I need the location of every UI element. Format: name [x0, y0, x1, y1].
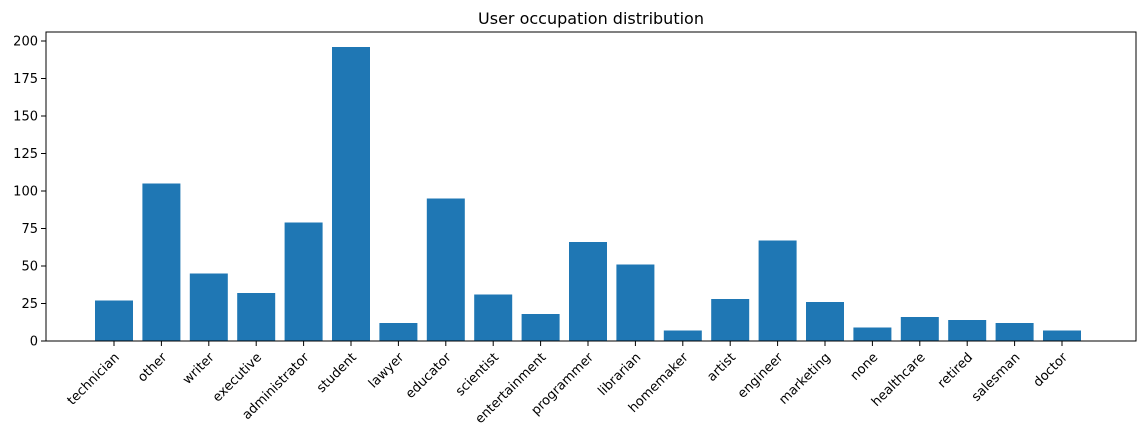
bar-programmer [569, 242, 607, 341]
x-tick-label: none [848, 350, 882, 384]
bar-doctor [1043, 330, 1081, 341]
bar-retired [948, 320, 987, 341]
y-tick-label: 175 [13, 72, 38, 87]
bar-educator [426, 198, 465, 341]
chart-title: User occupation distribution [478, 9, 704, 28]
bar-artist [711, 299, 750, 341]
x-tick-label: educator [403, 350, 455, 402]
bar-technician [95, 300, 133, 341]
bar-scientist [474, 294, 513, 341]
bar-homemaker [663, 330, 702, 341]
y-tick-label: 150 [13, 110, 38, 125]
bar-engineer [758, 240, 797, 341]
bar-marketing [806, 302, 844, 341]
x-tick-label: salesman [969, 350, 1023, 404]
x-tick-label: artist [704, 350, 739, 385]
bar-librarian [616, 264, 655, 341]
y-tick-label: 100 [13, 185, 38, 200]
bar-executive [237, 293, 276, 341]
bar-entertainment [521, 314, 560, 341]
x-tick-label: scientist [453, 350, 502, 399]
bar-other [142, 183, 181, 341]
y-axis: 0 25 50 75 100 125 150 175 200 [13, 35, 46, 350]
y-tick-label: 25 [21, 297, 38, 312]
x-tick-label: marketing [776, 350, 833, 407]
bar-healthcare [900, 317, 939, 341]
bar-writer [189, 273, 228, 341]
x-tick-label: student [314, 350, 360, 396]
x-tick-label: other [135, 350, 171, 386]
x-tick-label: librarian [595, 350, 644, 399]
bar-administrator [284, 222, 323, 341]
plot-frame [45, 31, 1137, 342]
y-tick-label: 50 [21, 260, 38, 275]
x-axis: technician other writerexecutiveadministra… [65, 341, 1072, 427]
x-tick-label: writer [180, 350, 218, 388]
y-tick-label: 75 [21, 222, 38, 237]
x-tick-label: technician [65, 350, 123, 408]
x-tick-label: lawyer [366, 350, 408, 392]
bar-salesman [995, 323, 1034, 341]
bar-none [853, 327, 892, 341]
y-tick-label: 125 [13, 147, 38, 162]
bars-group [95, 47, 1081, 341]
bar-lawyer [379, 323, 418, 341]
y-tick-label: 200 [13, 35, 38, 50]
bar-student [332, 47, 370, 341]
y-tick-label: 0 [30, 335, 38, 350]
x-tick-label: retired [935, 350, 976, 391]
x-tick-label: doctor [1031, 350, 1072, 391]
